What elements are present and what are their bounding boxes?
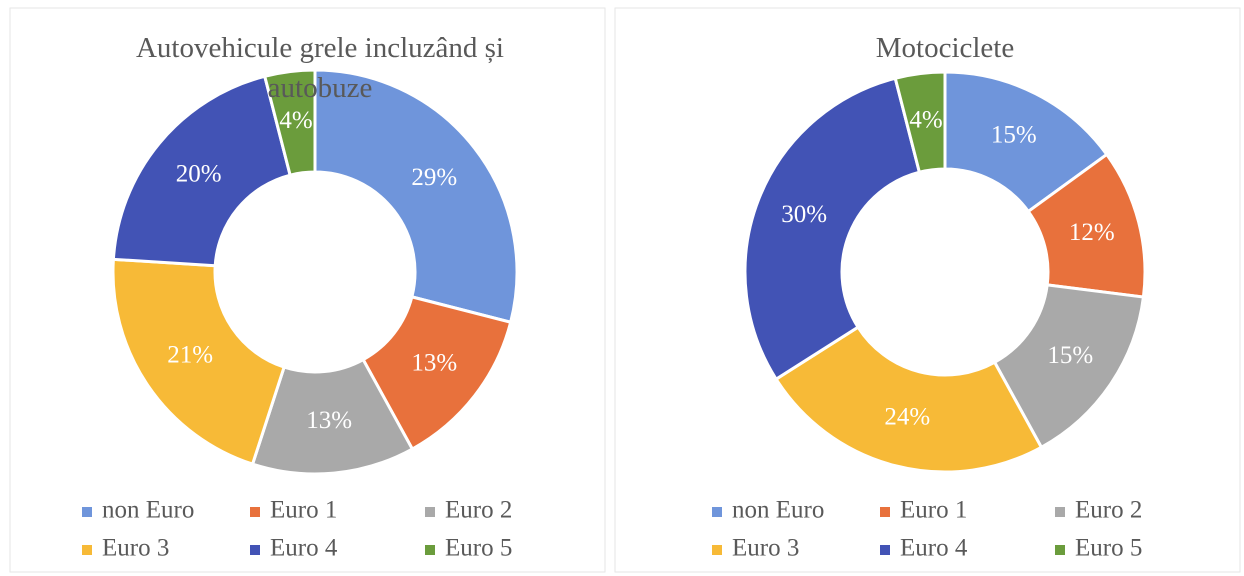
legend-label: Euro 5: [1075, 535, 1142, 562]
slice: [774, 325, 1044, 474]
legend-swatch: [880, 507, 890, 517]
data-label: 21%: [167, 342, 213, 369]
legend-label: Euro 2: [1075, 497, 1142, 524]
slice: [313, 68, 519, 325]
slice: [262, 68, 317, 177]
legend-label: Euro 4: [900, 535, 968, 562]
data-label: 12%: [1069, 219, 1115, 246]
slice: [111, 257, 286, 467]
legend-label: Euro 3: [102, 535, 169, 562]
data-label: 13%: [306, 407, 352, 434]
legend-label: Euro 4: [270, 535, 338, 562]
slice: [893, 70, 947, 175]
legend-swatch: [425, 545, 435, 555]
legend-swatch: [82, 507, 92, 517]
legend-swatch: [1055, 507, 1065, 517]
legend-label: non Euro: [732, 497, 824, 524]
legend-swatch: [712, 507, 722, 517]
chart-title: Motociclete: [875, 32, 1015, 64]
legend-label: Euro 1: [270, 497, 337, 524]
legend-swatch: [712, 545, 722, 555]
legend-label: Euro 3: [732, 535, 799, 562]
legend-label: Euro 5: [445, 535, 512, 562]
data-label: 30%: [781, 201, 827, 228]
data-label: 13%: [411, 349, 457, 376]
legend-swatch: [250, 545, 260, 555]
data-label: 4%: [909, 106, 942, 133]
data-label: 24%: [884, 403, 930, 430]
data-label: 15%: [991, 122, 1037, 149]
legend-swatch: [425, 507, 435, 517]
legend-label: Euro 2: [445, 497, 512, 524]
slice: [111, 74, 292, 268]
legend-swatch: [1055, 545, 1065, 555]
data-label: 15%: [1047, 342, 1093, 369]
data-label: 4%: [279, 107, 312, 134]
slice: [743, 76, 922, 382]
data-label: 29%: [411, 164, 457, 191]
legend-label: Euro 1: [900, 497, 967, 524]
legend-swatch: [82, 545, 92, 555]
legend-swatch: [880, 545, 890, 555]
chart-title: Autovehicule grele incluzând și autobuze: [135, 32, 504, 104]
legend-swatch: [250, 507, 260, 517]
data-label: 20%: [176, 160, 222, 187]
legend-label: non Euro: [102, 497, 194, 524]
